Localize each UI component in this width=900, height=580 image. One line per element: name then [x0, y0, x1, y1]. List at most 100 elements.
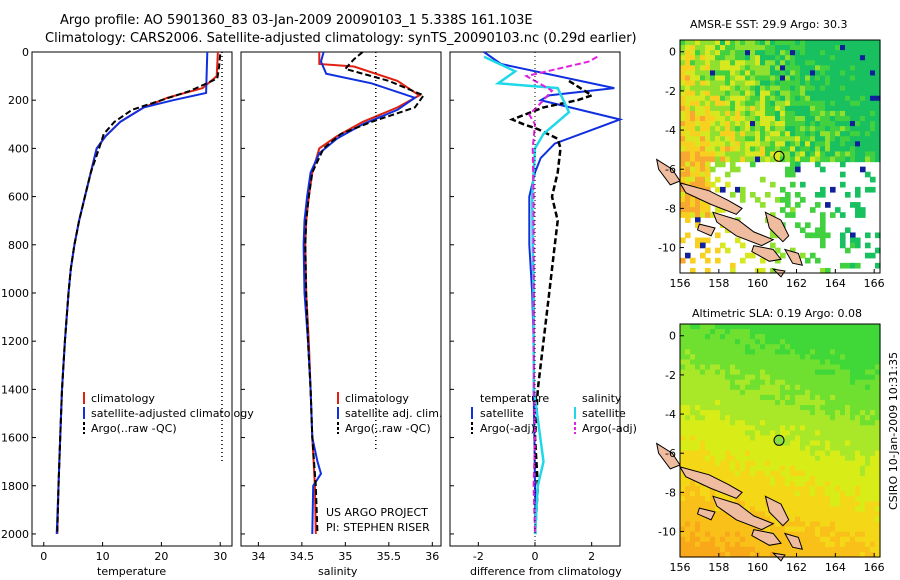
- map-cell: [855, 329, 861, 335]
- map-cell: [710, 496, 716, 502]
- map-cell: [700, 202, 706, 208]
- map-cell: [685, 75, 691, 82]
- map-cell: [680, 257, 686, 264]
- map-cell: [700, 237, 706, 244]
- map-cell: [700, 146, 706, 153]
- map-cell: [785, 546, 791, 553]
- map-cell: [835, 526, 841, 533]
- map-cell: [815, 95, 821, 102]
- map-cell: [770, 100, 776, 107]
- map-cell: [870, 445, 876, 452]
- map-cell: [865, 374, 871, 381]
- map-cell: [775, 55, 781, 61]
- map-cell: [855, 435, 861, 442]
- map-cell: [745, 470, 751, 477]
- map-cell: [870, 526, 876, 533]
- map-cell: [835, 415, 841, 421]
- map-cell: [840, 481, 846, 487]
- map-cell: [735, 521, 741, 528]
- map-cell: [840, 374, 846, 381]
- map-cell: [725, 45, 731, 51]
- map-cell: [740, 420, 746, 426]
- map-cell: [795, 334, 801, 340]
- map-cell: [765, 364, 771, 371]
- map-cell: [870, 425, 876, 431]
- map-cell: [820, 334, 826, 340]
- map-cell: [850, 394, 856, 401]
- map-cell: [730, 551, 736, 558]
- map-cell: [775, 90, 781, 97]
- map-cell: [865, 85, 871, 92]
- map-cell: [865, 359, 871, 366]
- map-cell: [710, 334, 716, 340]
- map-cell: [805, 526, 811, 533]
- map-cell: [815, 105, 821, 112]
- map-cell: [865, 455, 871, 462]
- map-cell: [730, 374, 736, 381]
- map-cell: [855, 126, 861, 132]
- map-cell: [685, 440, 691, 447]
- map-cell: [725, 496, 731, 502]
- map-cell: [705, 506, 711, 513]
- map-cell: [790, 349, 796, 355]
- map-cell: [750, 374, 756, 381]
- map-cell: [825, 369, 831, 376]
- map-cell: [855, 384, 861, 391]
- map-cell: [695, 110, 701, 117]
- map-cell: [740, 191, 746, 198]
- map-cell: [705, 202, 711, 208]
- map-cell: [790, 410, 796, 416]
- map-cell: [795, 85, 801, 92]
- map-cell: [830, 486, 836, 492]
- map-cell: [695, 435, 701, 442]
- map-cell: [780, 389, 786, 396]
- map-cell: [855, 131, 861, 137]
- map-cell: [860, 389, 866, 396]
- map-cell: [730, 354, 736, 361]
- map-cell: [790, 546, 796, 553]
- map-cell: [770, 481, 776, 487]
- map-cell: [720, 186, 726, 193]
- temperature-panel: 0 10 20 30020040060080010001200140016001800…: [1, 46, 254, 578]
- map-cell: [680, 45, 686, 51]
- map-cell: [690, 526, 696, 533]
- map-cell: [780, 445, 786, 452]
- map-cell: [865, 394, 871, 401]
- map-cell: [690, 212, 696, 218]
- map-cell: [870, 70, 876, 77]
- map-cell: [800, 420, 806, 426]
- x-tick-label: 10: [96, 550, 110, 563]
- map-cell: [745, 475, 751, 482]
- map-cell: [725, 516, 731, 523]
- map-cell: [730, 90, 736, 97]
- map-cell: [715, 511, 721, 518]
- map-cell: [830, 151, 836, 158]
- map-cell: [685, 207, 691, 213]
- map-cell: [690, 506, 696, 513]
- map-cell: [725, 430, 731, 437]
- map-cell: [790, 115, 796, 122]
- map-cell: [740, 115, 746, 122]
- map-cell: [725, 546, 731, 553]
- map-cell: [825, 379, 831, 386]
- map-cell: [690, 146, 696, 153]
- map-cell: [800, 344, 806, 350]
- map-cell: [770, 80, 776, 87]
- map-cell: [865, 40, 871, 46]
- map-cell: [850, 415, 856, 421]
- map-cell: [830, 481, 836, 487]
- map-cell: [855, 80, 861, 87]
- map-cell: [810, 435, 816, 442]
- map-cell: [680, 384, 686, 391]
- map-cell: [795, 526, 801, 533]
- map-cell: [865, 440, 871, 447]
- map-cell: [700, 384, 706, 391]
- map-cell: [685, 252, 691, 259]
- map-cell: [730, 40, 736, 46]
- map-cell: [785, 364, 791, 371]
- map-cell: [850, 100, 856, 107]
- map-cell: [770, 324, 776, 330]
- map-cell: [785, 110, 791, 117]
- map-cell: [775, 105, 781, 112]
- map-cell: [780, 541, 786, 548]
